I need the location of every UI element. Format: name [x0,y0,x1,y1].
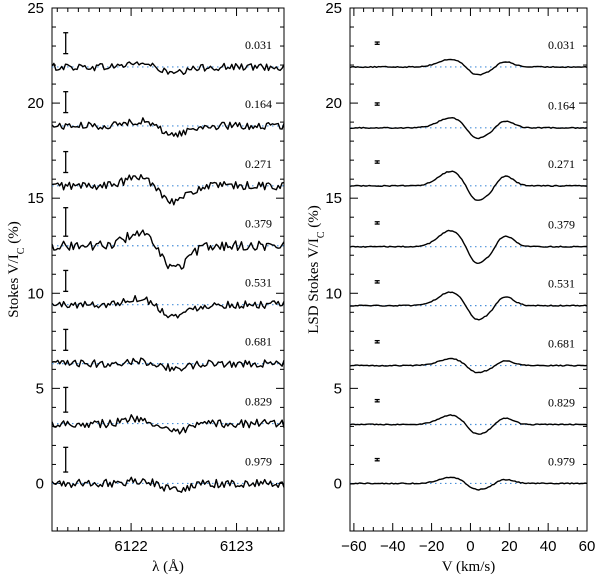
x-tick-label: −60 [341,538,366,555]
profile-series-0.829: 0.829 [349,395,588,435]
error-bar [63,207,69,237]
phase-label: 0.531 [548,277,575,291]
plot-frame [349,7,588,532]
error-bar [63,446,69,473]
plot-frame [51,7,285,532]
x-tick-label: 6123 [220,538,253,555]
y-axis-label: LSD Stokes V/IC (%) [306,205,327,334]
profile-series-0.531: 0.531 [350,277,588,321]
phase-label: 0.379 [548,218,575,232]
error-bar [374,398,380,403]
x-tick-label: −40 [380,538,405,555]
y-tick-label: 20 [325,95,342,112]
phase-label: 0.829 [245,394,272,408]
left-panel-wavelength: 0 5 10 15 20 25 6122 6123 λ (Å) Stokes V/IC (%) 0.… [6,0,285,575]
error-bar [63,386,69,413]
error-bar [63,269,69,293]
y-tick-label: 15 [27,190,44,207]
x-tick-label: 20 [501,538,518,555]
phase-label: 0.979 [245,454,272,468]
right-panel-velocity: 0 5 10 15 20 25 −60 −40 −20 0 20 40 60 V (km/s) LSD St… [306,0,595,575]
profile-series-0.979: 0.979 [350,454,588,491]
profile-series-0.031: 0.031 [51,32,285,75]
y-tick-label: 25 [325,0,342,17]
stokes-v-profile [349,170,588,201]
profile-series-0.681: 0.681 [51,328,285,372]
phase-label: 0.271 [548,157,575,171]
phase-label: 0.164 [245,97,272,111]
error-bar [374,160,380,164]
y-tick-label: 5 [36,380,44,397]
profile-series-0.271: 0.271 [51,150,285,206]
x-tick-label: 6122 [114,538,147,555]
x-tick-label: −20 [419,538,444,555]
stokes-v-profile [350,117,588,140]
error-bar [374,221,380,225]
stokes-v-profile [349,357,588,374]
phase-label: 0.031 [548,38,575,52]
profile-series-0.271: 0.271 [349,157,588,201]
phase-label: 0.531 [245,276,272,290]
stokes-v-profile [51,229,285,270]
y-tick-label: 5 [334,380,342,397]
profile-series-0.979: 0.979 [51,446,285,493]
error-bar [63,32,69,55]
phase-label: 0.031 [245,38,272,52]
phase-label: 0.829 [548,395,575,409]
stokes-v-profile [51,61,285,75]
phase-label: 0.681 [548,336,575,350]
phase-label: 0.979 [548,454,575,468]
y-tick-label: 0 [36,475,44,492]
x-axis-label: λ (Å) [152,559,184,575]
y-tick-label: 15 [325,190,342,207]
stokes-v-profile [349,58,588,76]
y-tick-label: 0 [334,475,342,492]
error-bar [374,280,380,284]
error-bar [374,41,380,45]
stokes-v-profile [350,291,588,321]
profile-series-0.379: 0.379 [349,218,587,264]
stokes-v-profile [350,476,588,491]
profile-series-0.681: 0.681 [349,336,588,374]
stokes-v-profile [349,229,587,264]
x-tick-label: 40 [540,538,557,555]
x-tick-label: 0 [466,538,474,555]
y-tick-label: 25 [27,0,44,17]
phase-label: 0.681 [245,335,272,349]
stokes-v-profile [51,414,285,435]
phase-label: 0.379 [245,217,272,231]
profile-series-0.164: 0.164 [350,99,588,140]
error-bar [374,339,380,344]
stokes-v-profile [51,295,285,319]
y-tick-label: 10 [27,285,44,302]
error-bar [63,150,69,174]
error-bar [63,91,69,114]
stokes-v-profile [51,117,285,138]
stokes-v-profile [51,476,285,493]
error-bar [63,328,69,351]
profile-series-0.164: 0.164 [51,91,285,138]
phase-label: 0.271 [245,157,272,171]
profile-series-0.379: 0.379 [51,207,285,270]
y-tick-label: 20 [27,95,44,112]
y-axis-label: Stokes V/IC (%) [6,221,27,317]
stokes-v-profile [51,357,285,372]
x-tick-label: 60 [579,538,596,555]
profile-series-0.829: 0.829 [51,386,285,435]
stokes-v-profile [349,414,588,435]
error-bar [374,102,380,106]
error-bar [374,457,380,462]
profile-series-0.031: 0.031 [349,38,588,76]
phase-label: 0.164 [548,99,575,113]
profile-series-0.531: 0.531 [51,269,285,319]
stokes-v-profile [51,174,285,206]
x-axis-label: V (km/s) [442,559,495,575]
y-tick-label: 10 [325,285,342,302]
